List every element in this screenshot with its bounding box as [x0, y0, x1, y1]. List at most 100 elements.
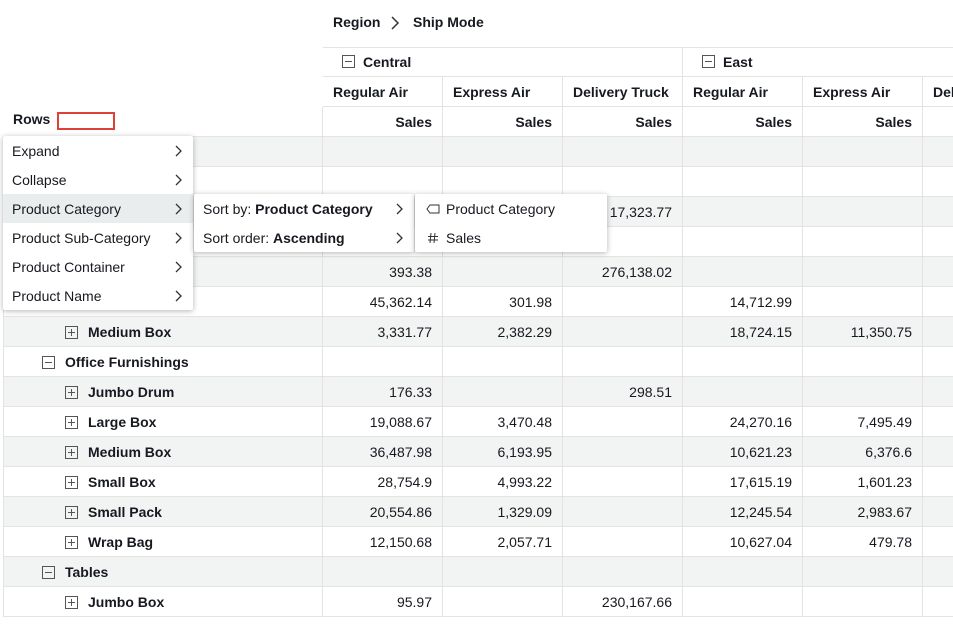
rows-drop-zone[interactable]	[57, 112, 115, 130]
breadcrumb-item[interactable]: Region	[333, 14, 381, 30]
menu-item[interactable]: Product Category	[415, 194, 607, 223]
value-cell	[923, 227, 953, 257]
value-cell	[923, 287, 953, 317]
value-cell: 6,193.95	[443, 437, 563, 467]
value-cell	[923, 437, 953, 467]
expand-icon[interactable]	[65, 536, 78, 549]
value-cell	[923, 407, 953, 437]
header-cell: East	[683, 47, 953, 77]
value-cell: 479.78	[803, 527, 923, 557]
value-cell: 28,754.9	[323, 467, 443, 497]
value-cell	[443, 167, 563, 197]
value-cell	[803, 137, 923, 167]
expand-icon[interactable]	[65, 386, 78, 399]
value-cell: 4,993.22	[443, 467, 563, 497]
value-cell	[803, 557, 923, 587]
value-cell: 12,245.54	[683, 497, 803, 527]
value-cell: 2,983.67	[803, 497, 923, 527]
collapse-icon[interactable]	[42, 566, 55, 579]
collapse-icon[interactable]	[342, 55, 355, 68]
expand-icon[interactable]	[65, 476, 78, 489]
menu-item[interactable]: Collapse	[3, 165, 193, 194]
header-cell: Sales	[323, 107, 443, 137]
header-cell: Sales	[443, 107, 563, 137]
expand-icon[interactable]	[65, 596, 78, 609]
menu-item[interactable]: Sort order: Ascending	[194, 223, 414, 252]
expand-icon[interactable]	[65, 416, 78, 429]
rows-label: Rows	[13, 111, 51, 127]
header-cell: Regular Air	[323, 77, 443, 107]
value-cell	[443, 377, 563, 407]
value-cell	[443, 557, 563, 587]
header-cell: Express Air	[443, 77, 563, 107]
value-cell: 230,167.66	[563, 587, 683, 617]
row-header: Large Box	[3, 407, 323, 437]
row-header: Tables	[3, 557, 323, 587]
value-cell: 7,495.49	[803, 407, 923, 437]
value-cell	[803, 377, 923, 407]
breadcrumb-separator	[391, 16, 400, 30]
submenu: Sort by: Product Category Sort order: As…	[194, 194, 414, 252]
menu-item[interactable]: Product Sub-Category	[3, 223, 193, 252]
value-cell	[443, 587, 563, 617]
value-cell: 11,350.75	[803, 317, 923, 347]
value-cell: 301.98	[443, 287, 563, 317]
value-cell: 3,470.48	[443, 407, 563, 437]
menu-item[interactable]: Product Name	[3, 281, 193, 310]
value-cell: 276,138.02	[563, 257, 683, 287]
collapse-icon[interactable]	[42, 356, 55, 369]
value-cell: 12,150.68	[323, 527, 443, 557]
value-cell: 36,487.98	[323, 437, 443, 467]
value-cell	[923, 527, 953, 557]
expand-icon[interactable]	[65, 506, 78, 519]
value-cell	[323, 557, 443, 587]
value-cell: 6,376.6	[803, 437, 923, 467]
header-cell: Delivery Truck	[923, 77, 953, 107]
value-cell: 19,088.67	[323, 407, 443, 437]
value-cell	[683, 347, 803, 377]
value-cell	[563, 407, 683, 437]
row-header: Small Pack	[3, 497, 323, 527]
value-cell: 17,615.19	[683, 467, 803, 497]
header-cell: Sales	[803, 107, 923, 137]
value-cell	[683, 167, 803, 197]
value-cell	[443, 257, 563, 287]
menu-item[interactable]: Sales	[415, 223, 607, 252]
value-cell	[803, 287, 923, 317]
header-cell	[3, 107, 323, 137]
value-cell	[563, 347, 683, 377]
value-cell	[923, 137, 953, 167]
value-cell: 298.51	[563, 377, 683, 407]
value-cell	[323, 167, 443, 197]
value-cell	[563, 137, 683, 167]
value-cell	[923, 167, 953, 197]
value-cell	[443, 137, 563, 167]
menu-item[interactable]: Sort by: Product Category	[194, 194, 414, 223]
value-cell	[443, 347, 563, 377]
value-cell	[803, 587, 923, 617]
expand-icon[interactable]	[65, 446, 78, 459]
value-cell	[563, 167, 683, 197]
value-cell	[923, 347, 953, 377]
value-cell	[923, 317, 953, 347]
value-cell	[563, 437, 683, 467]
menu-item[interactable]: Product Category	[3, 194, 193, 223]
menu-item[interactable]: Product Container	[3, 252, 193, 281]
header-cell: Central	[323, 47, 683, 77]
breadcrumb-item[interactable]: Ship Mode	[413, 14, 484, 30]
expand-icon[interactable]	[65, 326, 78, 339]
value-cell	[323, 347, 443, 377]
row-header: Office Furnishings	[3, 347, 323, 377]
value-cell	[683, 377, 803, 407]
value-cell	[923, 197, 953, 227]
menu-item[interactable]: Expand	[3, 136, 193, 165]
value-cell	[923, 377, 953, 407]
value-cell	[563, 557, 683, 587]
value-cell	[563, 317, 683, 347]
value-cell	[683, 557, 803, 587]
value-cell	[563, 287, 683, 317]
row-header: Wrap Bag	[3, 527, 323, 557]
value-cell	[803, 167, 923, 197]
collapse-icon[interactable]	[702, 55, 715, 68]
